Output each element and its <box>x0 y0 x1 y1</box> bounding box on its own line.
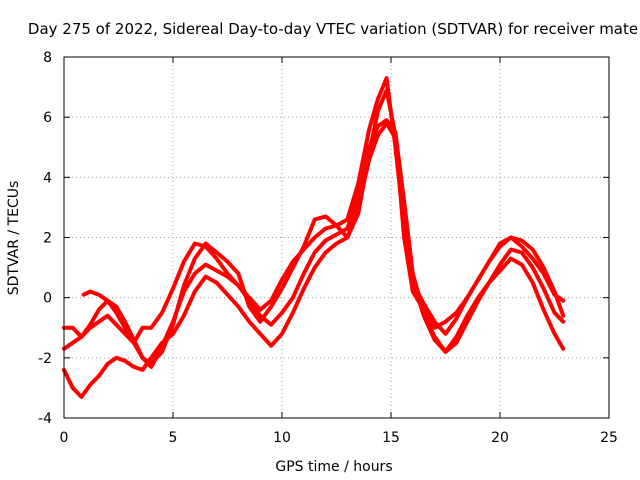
y-tick-label: -4 <box>38 411 52 427</box>
y-tick-label: 6 <box>43 110 52 126</box>
y-axis-label: SDTVAR / TECUs <box>6 181 22 296</box>
series-line-pass-b <box>62 118 566 369</box>
series-group <box>62 76 566 399</box>
y-tick-label: 0 <box>43 291 52 307</box>
x-tick-label: 5 <box>169 430 178 446</box>
series-line-pass-d <box>81 88 566 366</box>
y-tick-label: 2 <box>43 231 52 247</box>
x-tick-label: 15 <box>382 430 400 446</box>
chart-title: Day 275 of 2022, Sidereal Day-to-day VTE… <box>28 20 638 38</box>
x-axis-label: GPS time / hours <box>275 459 392 475</box>
y-tick-labels: -4 -2 0 2 4 6 8 <box>38 50 52 427</box>
x-tick-labels: 0 5 10 15 20 25 <box>60 430 618 446</box>
x-tick-label: 0 <box>60 430 69 446</box>
y-tick-label: -2 <box>38 351 52 367</box>
x-tick-label: 25 <box>600 430 618 446</box>
series-line-pass-a <box>62 76 566 345</box>
x-tick-label: 10 <box>273 430 291 446</box>
y-tick-label: 8 <box>43 50 52 66</box>
y-tick-label: 4 <box>43 170 52 186</box>
tick-marks <box>63 56 610 419</box>
series-line-pass-c <box>62 121 566 399</box>
x-tick-label: 20 <box>491 430 509 446</box>
